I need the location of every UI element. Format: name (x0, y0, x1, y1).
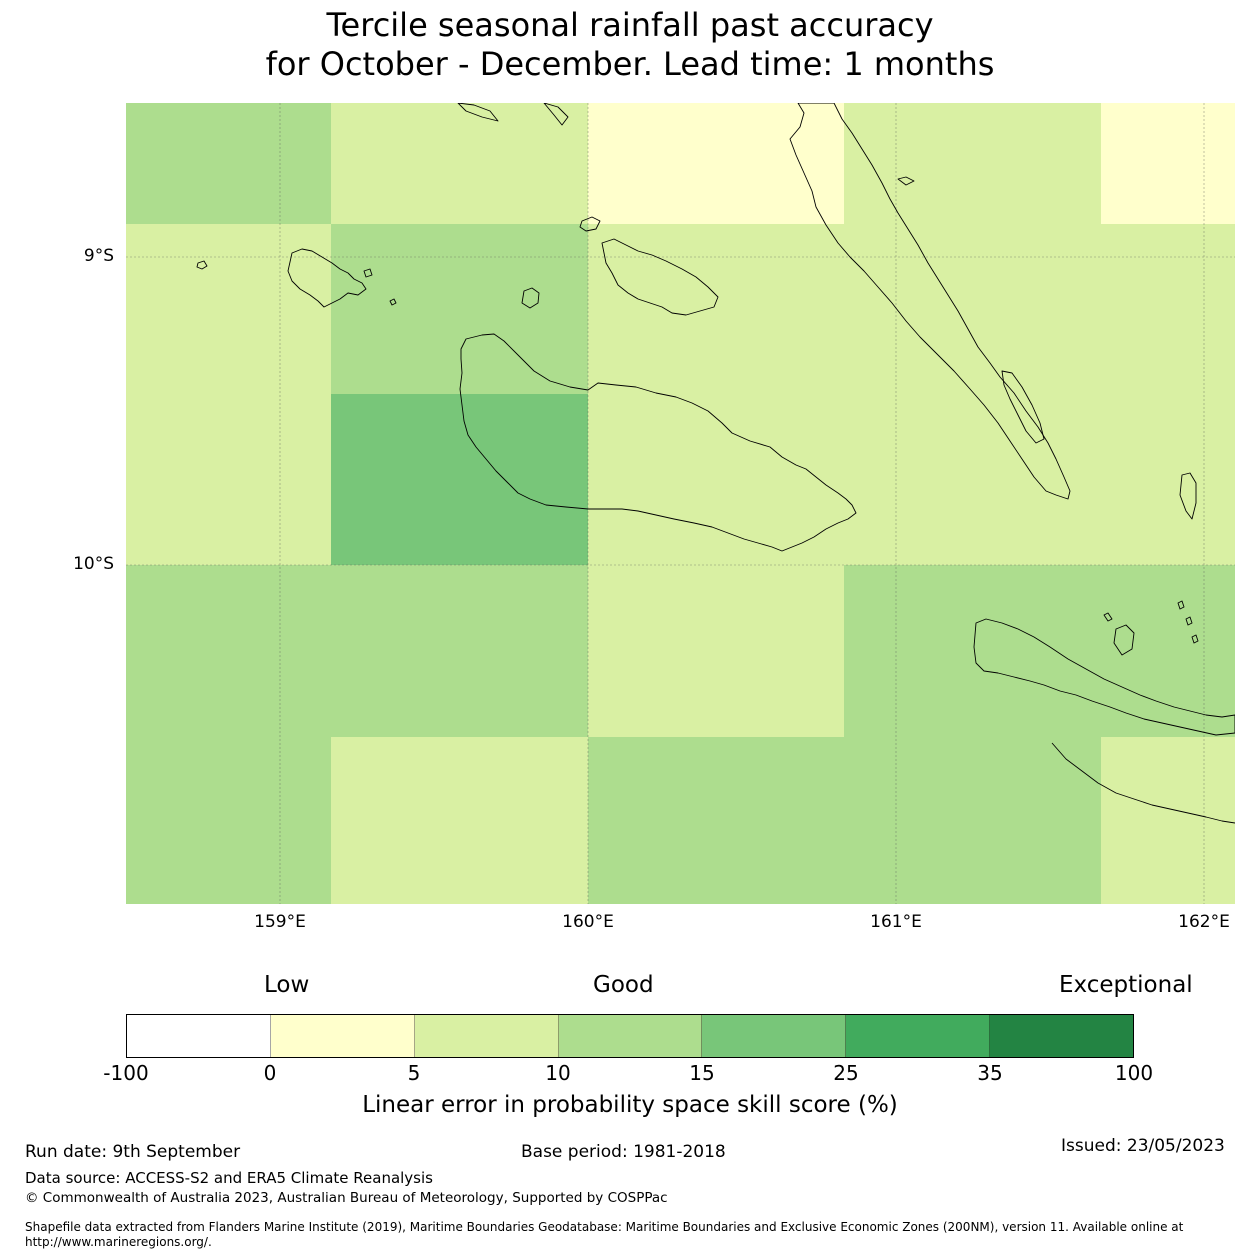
colorbar-swatch-7 (990, 1015, 1134, 1057)
small-island-3 (389, 298, 397, 306)
colorbar-tick-6: 25 (833, 1061, 859, 1085)
colorbar-category-good: Good (593, 972, 654, 998)
colorbar-tick-4: 10 (545, 1061, 571, 1085)
data-source: Data source: ACCESS-S2 and ERA5 Climate … (25, 1169, 433, 1187)
north-island-top-1 (457, 103, 499, 122)
malaita-coastline (789, 103, 1071, 500)
colorbar-tick-5: 15 (689, 1061, 715, 1085)
copyright-notice: © Commonwealth of Australia 2023, Austra… (25, 1190, 668, 1206)
map-title-line-1: Tercile seasonal rainfall past accuracy (326, 6, 934, 44)
skill-grid-cells (126, 103, 1235, 904)
small-isle-b (1177, 600, 1185, 610)
map-title-line-2: for October - December. Lead time: 1 mon… (265, 45, 995, 83)
sikaiana-island (897, 176, 915, 186)
russell-islands-coastline (287, 248, 367, 308)
colorbar-swatch-2 (270, 1015, 415, 1057)
skill-cell-r3-c0 (126, 565, 331, 737)
makira-coastline (973, 618, 1235, 736)
lat-label-9s: 9°S (83, 246, 114, 266)
small-isle-c (1185, 616, 1193, 626)
skill-cell-r2-c2 (588, 394, 844, 565)
lon-label-159e: 159°E (254, 912, 306, 932)
skill-cell-r4-c1 (331, 737, 588, 904)
colorbar-tick-8: 100 (1114, 1061, 1154, 1085)
maramasike-coastline (1001, 370, 1045, 444)
colorbar-tick-1: -100 (103, 1061, 149, 1085)
skill-cell-r4-c0 (126, 737, 331, 904)
colorbar-title: Linear error in probability space skill … (362, 1092, 898, 1118)
colorbar-tick-3: 5 (407, 1061, 421, 1085)
skill-cell-r4-c4 (1101, 737, 1235, 904)
florida-small-island (579, 216, 601, 232)
makira-east-coast (1051, 742, 1235, 824)
small-island-1 (196, 260, 208, 270)
colorbar-category-low: Low (264, 972, 310, 998)
savo-island-coastline (521, 287, 540, 309)
north-island-top-2 (543, 103, 569, 126)
colorbar-swatch-6 (846, 1015, 991, 1057)
colorbar-swatch-1 (127, 1015, 271, 1057)
lon-label-162e: 162°E (1178, 912, 1230, 932)
shapefile-attribution: Shapefile data extracted from Flanders M… (25, 1220, 1184, 1249)
small-island-2 (363, 268, 373, 278)
run-date: Run date: 9th September (25, 1142, 241, 1162)
skill-cell-r3-c1 (331, 565, 588, 737)
colorbar-swatch-5 (702, 1015, 847, 1057)
skill-cell-r0-c1 (331, 103, 588, 224)
ugi-island (1113, 624, 1135, 656)
small-isle-a (1103, 612, 1113, 622)
coastlines (196, 103, 1235, 824)
skill-cell-r2-c1 (331, 394, 588, 565)
guadalcanal-coastline (459, 333, 857, 552)
skill-cell-r4-c3 (844, 737, 1101, 904)
skill-cell-r3-c4 (1101, 565, 1235, 737)
base-period: Base period: 1981-2018 (521, 1142, 726, 1162)
skill-cell-r4-c2 (588, 737, 844, 904)
small-isle-d (1191, 634, 1199, 644)
florida-islands-coastline (601, 238, 719, 316)
skill-cell-r1-c3 (844, 224, 1101, 394)
lon-label-161e: 161°E (870, 912, 922, 932)
skill-cell-r2-c4 (1101, 394, 1235, 565)
graticule-lines (126, 103, 1235, 904)
colorbar-tick-2: 0 (263, 1061, 277, 1085)
skill-cell-r0-c0 (126, 103, 331, 224)
lat-label-10s: 10°S (73, 554, 114, 574)
skill-cell-r0-c3 (844, 103, 1101, 224)
colorbar-swatch-4 (558, 1015, 703, 1057)
colorbar-category-exceptional: Exceptional (1059, 972, 1193, 998)
skill-cell-r3-c3 (844, 565, 1101, 737)
skill-cell-r1-c2 (588, 224, 844, 394)
east-island (1179, 472, 1197, 520)
colorbar-tick-7: 35 (977, 1061, 1003, 1085)
skill-map (126, 103, 1235, 904)
colorbar-swatch-3 (414, 1015, 559, 1057)
issued-date: Issued: 23/05/2023 (1061, 1136, 1225, 1156)
skill-cell-r0-c2 (588, 103, 844, 224)
skill-cell-r3-c2 (588, 565, 844, 737)
skill-cell-r1-c1 (331, 224, 588, 394)
skill-cell-r1-c4 (1101, 224, 1235, 394)
colorbar (126, 1014, 1134, 1058)
lon-label-160e: 160°E (562, 912, 614, 932)
skill-cell-r1-c0 (126, 224, 331, 394)
skill-cell-r2-c0 (126, 394, 331, 565)
skill-cell-r0-c4 (1101, 103, 1235, 224)
skill-cell-r2-c3 (844, 394, 1101, 565)
